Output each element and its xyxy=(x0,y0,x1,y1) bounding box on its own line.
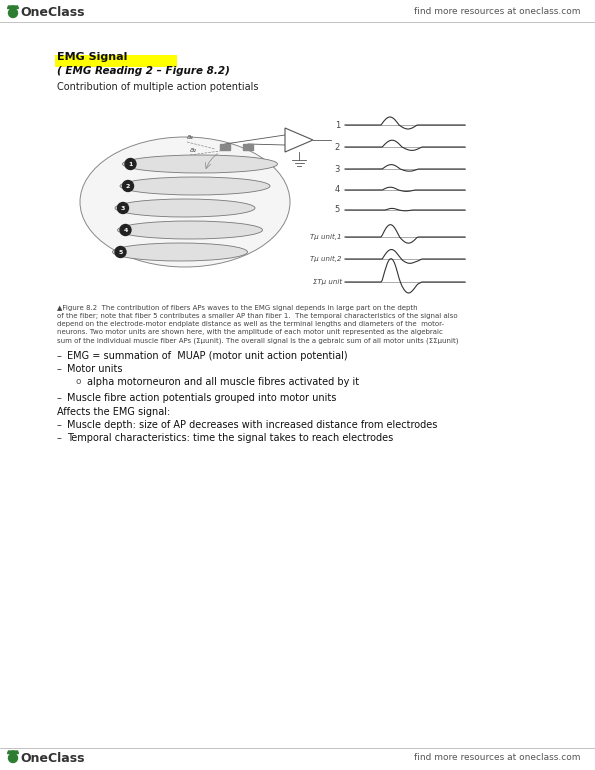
Ellipse shape xyxy=(115,199,255,217)
Text: a₁: a₁ xyxy=(187,134,194,140)
Text: neurons. Two motor units are shown here, with the amplitude of each motor unit r: neurons. Two motor units are shown here,… xyxy=(57,329,443,335)
Text: Muscle fibre action potentials grouped into motor units: Muscle fibre action potentials grouped i… xyxy=(67,393,336,403)
FancyBboxPatch shape xyxy=(55,55,177,67)
Text: –: – xyxy=(57,393,62,403)
Text: –: – xyxy=(57,433,62,443)
Text: OneClass: OneClass xyxy=(20,752,84,765)
Text: 3: 3 xyxy=(121,206,125,210)
Text: a₂: a₂ xyxy=(190,147,197,153)
Text: 1: 1 xyxy=(335,120,340,129)
Text: find more resources at oneclass.com: find more resources at oneclass.com xyxy=(414,8,580,16)
Text: ▲Figure 8.2  The contribution of fibers APs waves to the EMG signal depends in l: ▲Figure 8.2 The contribution of fibers A… xyxy=(57,305,418,311)
Text: depend on the electrode-motor endplate distance as well as the terminal lengths : depend on the electrode-motor endplate d… xyxy=(57,321,444,327)
Text: Muscle depth: size of AP decreases with increased distance from electrodes: Muscle depth: size of AP decreases with … xyxy=(67,420,437,430)
Text: OneClass: OneClass xyxy=(20,5,84,18)
Text: –: – xyxy=(57,420,62,430)
Circle shape xyxy=(8,8,17,18)
Text: sum of the individual muscle fiber APs (Σμunit). The overall signal is the a geb: sum of the individual muscle fiber APs (… xyxy=(57,337,459,343)
Circle shape xyxy=(123,180,133,192)
Text: Contribution of multiple action potentials: Contribution of multiple action potentia… xyxy=(57,82,258,92)
Text: 5: 5 xyxy=(118,249,123,255)
Text: EMG Signal: EMG Signal xyxy=(57,52,127,62)
Text: 4: 4 xyxy=(335,186,340,195)
Text: 1: 1 xyxy=(129,162,133,166)
Text: 3: 3 xyxy=(334,165,340,173)
Bar xyxy=(220,144,230,150)
Text: EMG = summation of  MUAP (motor unit action potential): EMG = summation of MUAP (motor unit acti… xyxy=(67,351,347,361)
Text: find more resources at oneclass.com: find more resources at oneclass.com xyxy=(414,754,580,762)
Text: Tμ unit,1: Tμ unit,1 xyxy=(311,234,342,240)
Polygon shape xyxy=(8,6,18,8)
Ellipse shape xyxy=(117,221,262,239)
Text: 4: 4 xyxy=(123,227,128,233)
Text: Temporal characteristics: time the signal takes to reach electrodes: Temporal characteristics: time the signa… xyxy=(67,433,393,443)
Circle shape xyxy=(8,754,17,762)
Bar xyxy=(243,144,253,150)
Text: Tμ unit,2: Tμ unit,2 xyxy=(311,256,342,262)
Ellipse shape xyxy=(112,243,248,261)
Text: o: o xyxy=(75,377,80,386)
Text: Motor units: Motor units xyxy=(67,364,123,374)
Circle shape xyxy=(117,203,129,213)
Text: of the fiber; note that fiber 5 contributes a smaller AP than fiber 1.  The temp: of the fiber; note that fiber 5 contribu… xyxy=(57,313,458,319)
Ellipse shape xyxy=(120,177,270,195)
Text: –: – xyxy=(57,351,62,361)
Polygon shape xyxy=(8,751,18,754)
Circle shape xyxy=(125,159,136,169)
Ellipse shape xyxy=(80,137,290,267)
Ellipse shape xyxy=(123,155,277,173)
Text: ΣTμ unit: ΣTμ unit xyxy=(313,279,342,285)
Text: 2: 2 xyxy=(126,183,130,189)
Text: 5: 5 xyxy=(335,206,340,215)
Text: ( EMG Reading 2 – Figure 8.2): ( EMG Reading 2 – Figure 8.2) xyxy=(57,66,230,76)
Text: Affects the EMG signal:: Affects the EMG signal: xyxy=(57,407,170,417)
Polygon shape xyxy=(285,128,313,152)
Circle shape xyxy=(115,246,126,257)
Text: 2: 2 xyxy=(335,142,340,152)
Circle shape xyxy=(120,225,131,236)
Text: –: – xyxy=(57,364,62,374)
Text: alpha motorneuron and all muscle fibres activated by it: alpha motorneuron and all muscle fibres … xyxy=(87,377,359,387)
